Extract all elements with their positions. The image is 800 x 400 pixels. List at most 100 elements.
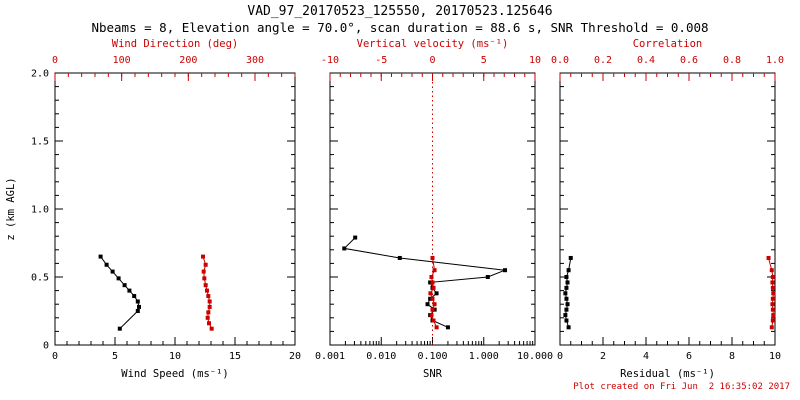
panel-residual-bottom-axis: 0 2 4 6 8 10 Residual (ms⁻¹)	[557, 337, 781, 380]
series-residual	[563, 255, 573, 330]
data-point-snr	[434, 291, 439, 296]
svg-text:0.6: 0.6	[680, 55, 698, 66]
data-point-wind-speed	[132, 294, 137, 299]
svg-text:0.4: 0.4	[637, 55, 655, 66]
data-point-residual	[564, 285, 569, 290]
data-point-wind-direction	[205, 288, 209, 293]
data-point-residual	[565, 280, 570, 285]
svg-text:0.8: 0.8	[723, 55, 741, 66]
data-point-wind-speed	[137, 304, 141, 309]
data-point-correlation	[766, 255, 771, 260]
series-wind-speed	[98, 254, 141, 331]
data-point-vertical-velocity	[430, 280, 435, 285]
svg-text:0: 0	[557, 351, 563, 362]
panel-snr-bottom-axis: 0.001 0.010 0.100 1.000 10.000 SNR	[315, 337, 553, 380]
panel-residual-top-axis: 0.0 0.2 0.4 0.6 0.8 1.0 Correlation	[551, 38, 784, 81]
data-point-vertical-velocity	[429, 275, 434, 279]
data-point-residual	[565, 302, 570, 307]
svg-text:10: 10	[529, 55, 541, 66]
svg-text:15: 15	[229, 351, 241, 362]
data-point-residual	[564, 307, 569, 312]
panel-residual-y-axis	[560, 72, 775, 346]
data-point-residual	[566, 268, 571, 273]
svg-text:z (km AGL): z (km AGL)	[5, 177, 17, 240]
data-point-vertical-velocity	[431, 318, 436, 323]
data-point-vertical-velocity	[430, 255, 435, 260]
svg-text:10.000: 10.000	[517, 351, 553, 362]
data-point-wind-direction	[206, 294, 211, 299]
data-point-wind-speed	[116, 276, 121, 281]
data-point-residual	[566, 325, 571, 330]
svg-text:0: 0	[43, 341, 49, 352]
svg-text:5: 5	[481, 55, 487, 66]
data-point-snr	[432, 307, 437, 312]
svg-text:0.5: 0.5	[31, 273, 49, 284]
svg-text:Wind Direction (deg): Wind Direction (deg)	[112, 38, 238, 50]
data-point-wind-direction	[205, 315, 210, 320]
svg-text:6: 6	[686, 351, 692, 362]
plot-subtitle: Nbeams = 8, Elevation angle = 70.0°, sca…	[91, 20, 709, 35]
data-point-residual	[563, 291, 568, 296]
creation-timestamp: Plot created on Fri Jun 2 16:35:02 2017	[573, 382, 790, 392]
panel-residual: 0 2 4 6 8 10 Residual (ms⁻¹) 0.0 0.2 0.4 0.6 0.8 1.0…	[551, 38, 784, 380]
data-point-correlation	[771, 313, 776, 318]
svg-text:0: 0	[52, 55, 58, 66]
plot-title: VAD_97_20170523_125550, 20170523.125646	[247, 4, 553, 19]
data-point-vertical-velocity	[432, 268, 437, 273]
panel-wind-bottom-axis: 0 5 10 15 20 Wind Speed (ms⁻¹)	[52, 337, 301, 380]
data-point-snr	[503, 268, 508, 273]
data-point-snr	[397, 255, 402, 260]
data-point-wind-speed	[122, 283, 127, 288]
svg-text:1.0: 1.0	[31, 205, 49, 216]
data-point-wind-direction	[201, 254, 205, 259]
svg-text:4: 4	[643, 351, 649, 362]
svg-text:0: 0	[429, 55, 435, 66]
data-point-wind-direction	[206, 310, 211, 315]
svg-text:200: 200	[179, 55, 197, 66]
data-point-wind-direction	[207, 304, 212, 309]
series-correlation	[766, 255, 776, 330]
data-point-snr	[485, 275, 490, 279]
data-point-residual	[563, 313, 568, 318]
data-point-wind-speed	[135, 299, 140, 304]
svg-text:Vertical velocity (ms⁻¹): Vertical velocity (ms⁻¹)	[357, 38, 509, 50]
svg-text:5: 5	[112, 351, 118, 362]
series-snr	[342, 235, 508, 330]
svg-text:-5: -5	[375, 55, 387, 66]
data-point-snr	[425, 302, 430, 307]
y-axis-title: z (km AGL)	[5, 177, 17, 240]
data-point-vertical-velocity	[432, 302, 437, 307]
data-point-correlation	[770, 275, 775, 279]
svg-text:0.0: 0.0	[551, 55, 569, 66]
svg-text:10: 10	[169, 351, 181, 362]
data-point-snr	[353, 235, 358, 240]
data-point-correlation	[770, 296, 775, 301]
data-point-correlation	[769, 268, 774, 273]
data-point-wind-speed	[117, 326, 122, 331]
data-point-correlation	[770, 318, 775, 323]
svg-text:0.100: 0.100	[417, 351, 447, 362]
svg-text:0.2: 0.2	[594, 55, 612, 66]
svg-text:0.010: 0.010	[366, 351, 396, 362]
panel-snr: 0.001 0.010 0.100 1.000 10.000 SNR -10 -5 0 5 10 Ve…	[315, 38, 553, 380]
svg-text:0: 0	[52, 351, 58, 362]
data-point-residual	[564, 275, 569, 279]
data-point-residual	[564, 318, 569, 323]
svg-text:8: 8	[729, 351, 735, 362]
data-point-vertical-velocity	[430, 296, 435, 301]
data-point-residual	[568, 255, 573, 260]
data-point-wind-direction	[203, 283, 208, 288]
svg-text:20: 20	[289, 351, 301, 362]
data-point-wind-direction	[207, 321, 211, 326]
data-point-vertical-velocity	[430, 307, 435, 312]
data-point-correlation	[770, 307, 775, 312]
panel-wind-y-axis: 0 0.5 1.0 1.5 2.0	[31, 69, 295, 352]
data-point-correlation	[769, 325, 774, 330]
data-point-snr	[445, 325, 450, 330]
data-point-wind-direction	[201, 269, 206, 274]
svg-text:1.0: 1.0	[766, 55, 784, 66]
data-point-correlation	[770, 285, 775, 290]
svg-text:1.000: 1.000	[469, 351, 499, 362]
svg-text:Residual (ms⁻¹): Residual (ms⁻¹)	[620, 368, 715, 380]
